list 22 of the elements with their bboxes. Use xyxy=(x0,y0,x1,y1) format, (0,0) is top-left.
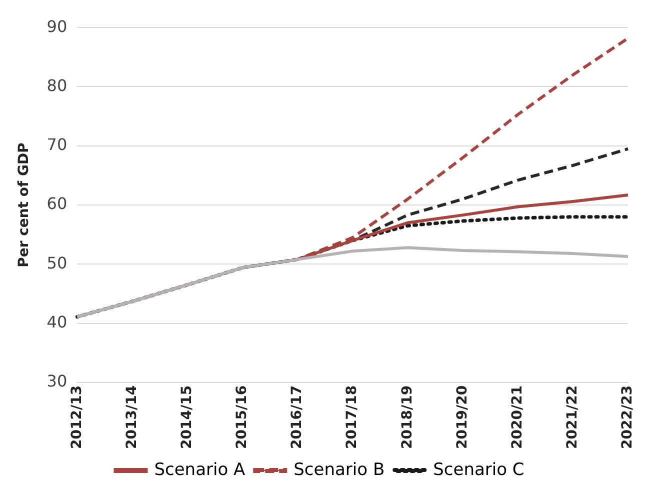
x-tick-label: 2018/19 xyxy=(399,385,416,449)
x-tick-label: 2022/23 xyxy=(620,385,636,449)
x-tick-label: 2012/13 xyxy=(68,385,85,449)
x-tick-label: 2016/17 xyxy=(289,385,306,449)
x-tick-label: 2020/21 xyxy=(509,385,526,449)
y-tick-label: 70 xyxy=(46,135,68,154)
x-tick-label: 2019/20 xyxy=(454,385,470,449)
y-tick-label: 30 xyxy=(46,372,68,391)
y-tick-label: 60 xyxy=(46,194,68,214)
legend-label: Scenario A xyxy=(154,460,246,480)
x-tick-label: 2014/15 xyxy=(178,385,195,449)
y-axis-title: Per cent of GDP xyxy=(16,142,32,268)
x-tick-label: 2021/22 xyxy=(564,385,581,449)
x-tick-label: 2013/14 xyxy=(124,385,140,449)
y-tick-label: 50 xyxy=(46,253,68,272)
y-tick-label: 40 xyxy=(46,312,68,332)
y-tick-label: 80 xyxy=(46,76,68,95)
x-tick-label: 2017/18 xyxy=(344,385,360,449)
legend-label: Scenario B xyxy=(294,460,385,480)
y-tick-label: 90 xyxy=(46,16,68,36)
x-tick-label: 2015/16 xyxy=(234,385,250,449)
legend-label: Scenario C xyxy=(433,460,524,480)
